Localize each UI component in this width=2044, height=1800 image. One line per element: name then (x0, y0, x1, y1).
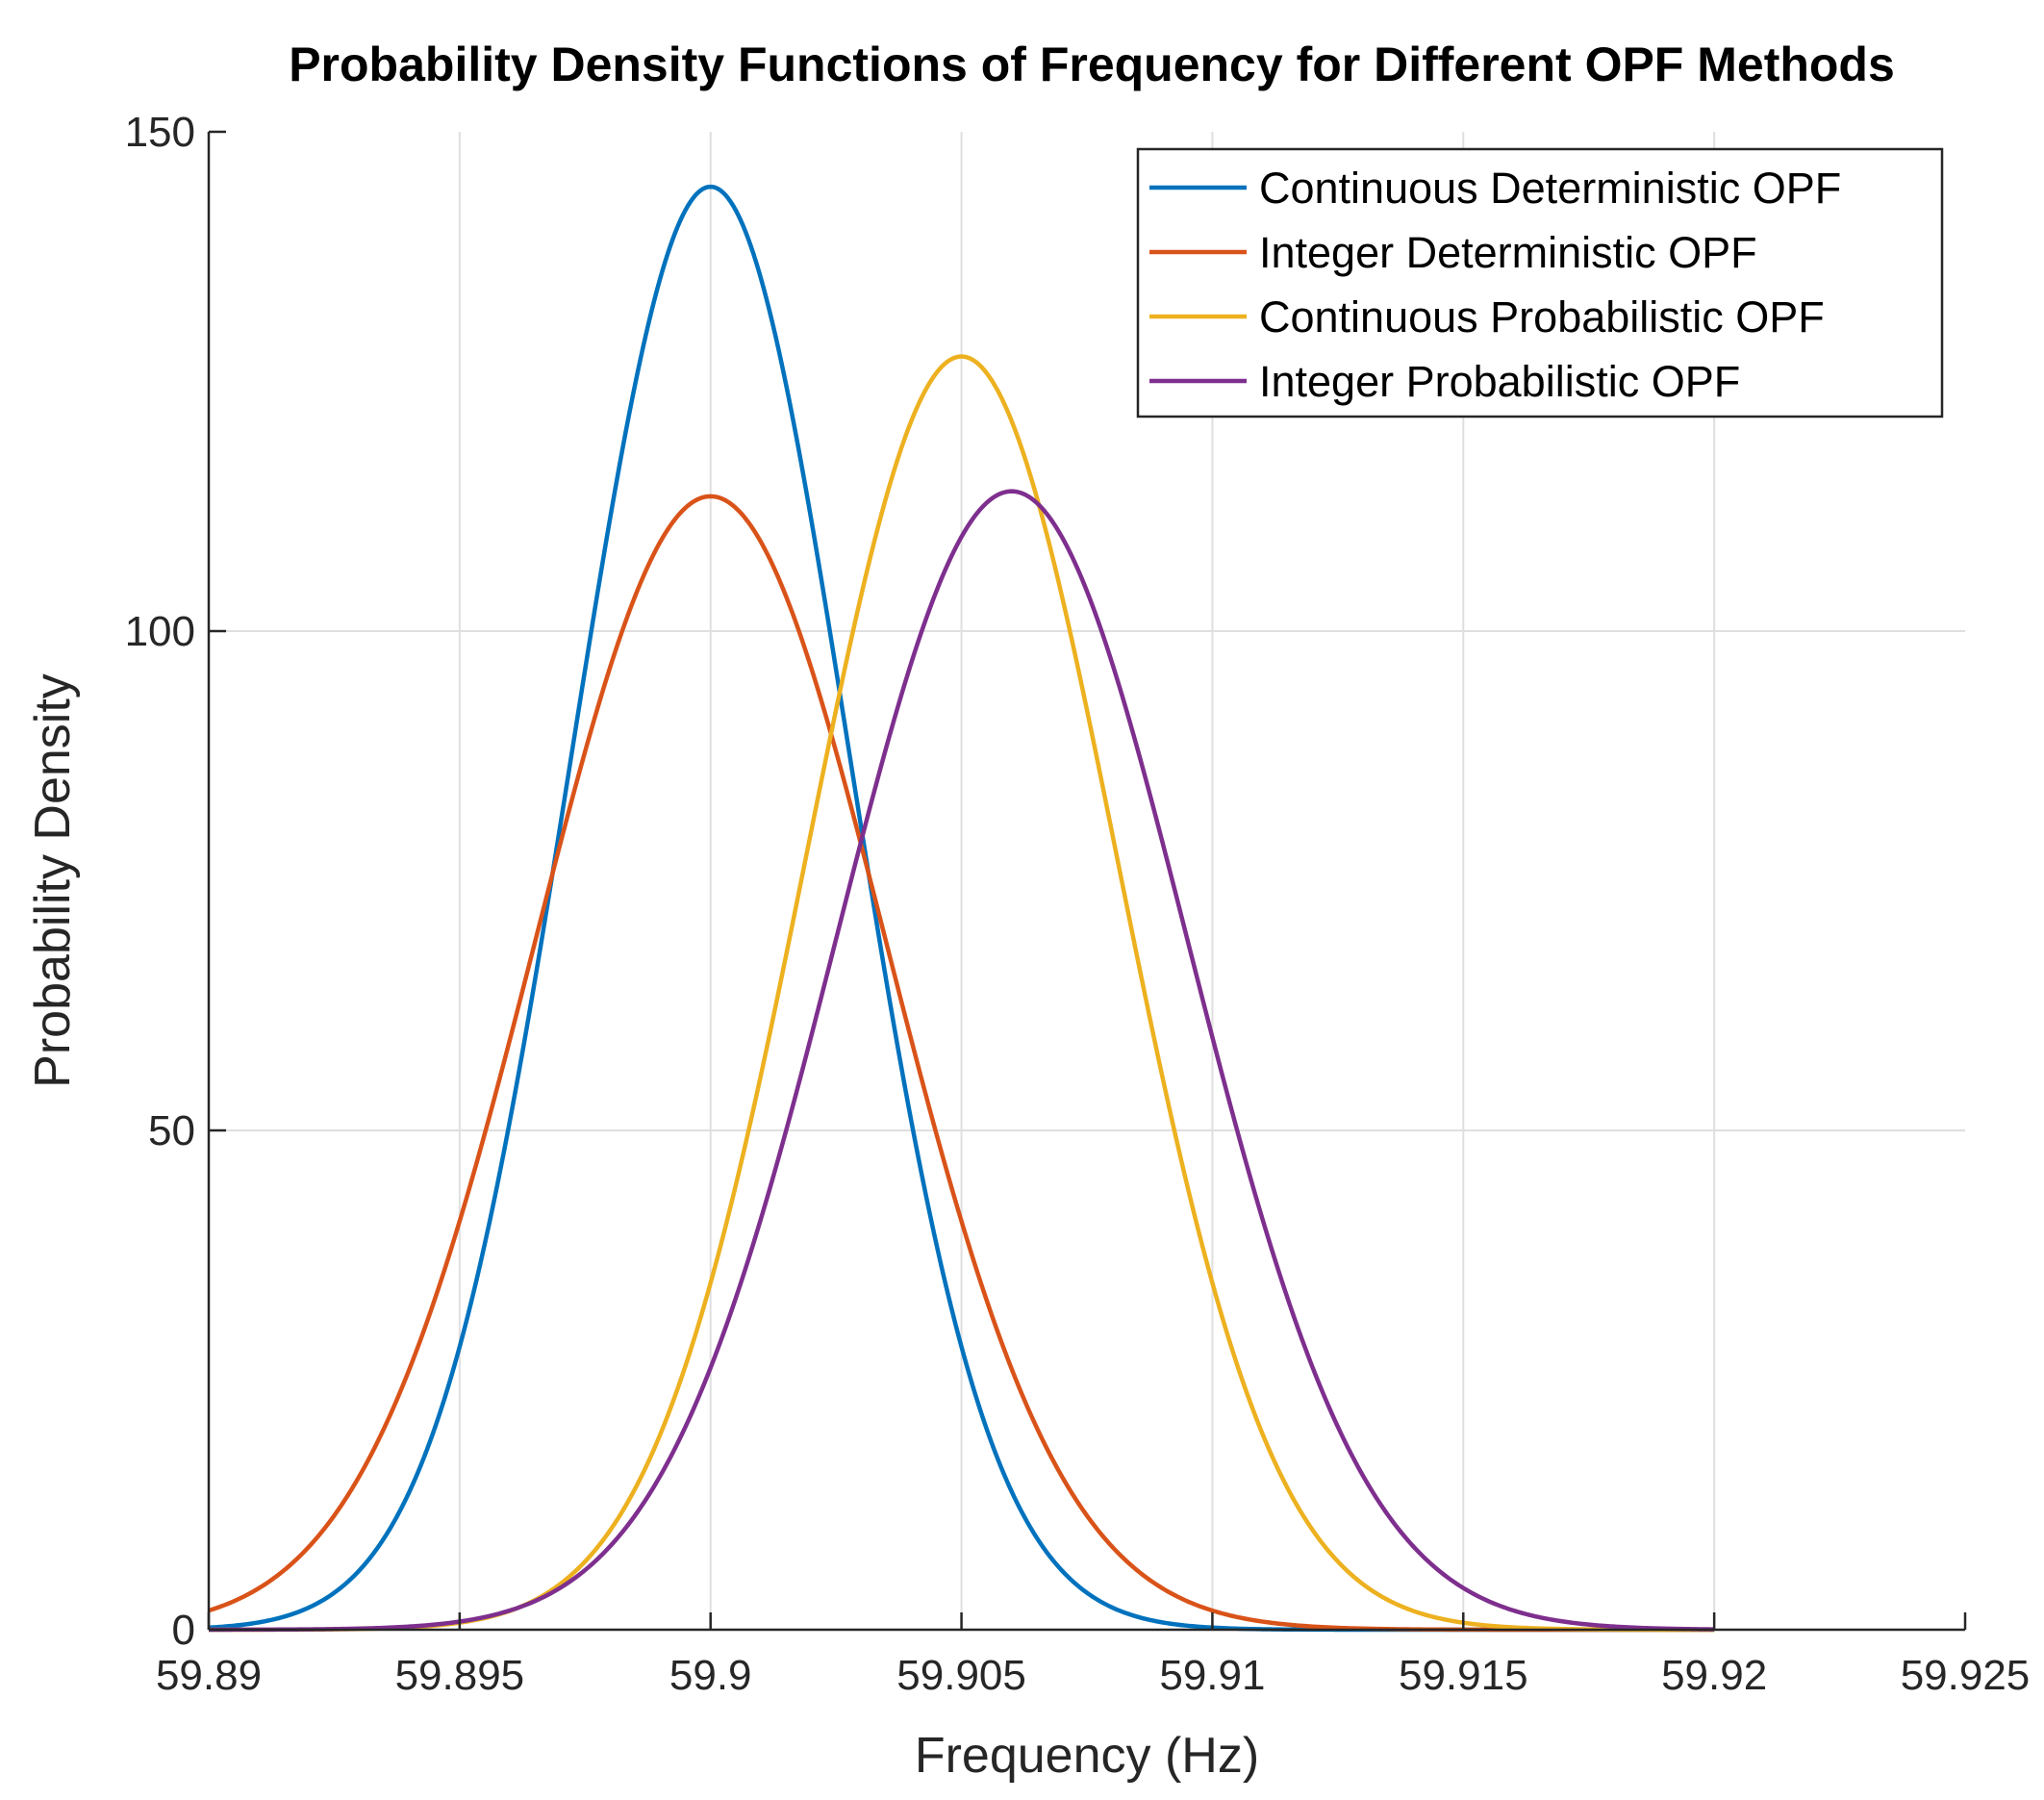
legend-box (1136, 147, 1944, 418)
x-tick-labels: 59.89 59.895 59.9 59.905 59.91 59.915 59.92 59.… (156, 1652, 2030, 1699)
y-tick-label: 100 (125, 608, 195, 655)
x-tick-label: 59.89 (156, 1652, 262, 1699)
x-tick-label: 59.92 (1661, 1652, 1767, 1699)
chart-title: Probability Density Functions of Frequen… (289, 38, 1895, 91)
legend: Continuous Deterministic OPF Integer Dete… (1136, 147, 1944, 418)
y-axis-title: Probability Density (25, 673, 81, 1088)
x-tick-label: 59.925 (1901, 1652, 2031, 1699)
legend-label-2: Integer Deterministic OPF (1259, 228, 1757, 277)
x-tick-label: 59.905 (896, 1652, 1026, 1699)
y-tick-label: 0 (172, 1607, 195, 1654)
x-tick-label: 59.9 (669, 1652, 752, 1699)
axes (207, 130, 1967, 1632)
x-tick-label: 59.895 (395, 1652, 525, 1699)
legend-label-3: Continuous Probabilistic OPF (1259, 292, 1825, 342)
legend-label-1: Continuous Deterministic OPF (1259, 164, 1841, 213)
x-axis-title: Frequency (Hz) (915, 1728, 1259, 1784)
y-tick-labels: 0 50 100 150 (125, 109, 195, 1654)
y-tick-label: 150 (125, 109, 195, 156)
y-tick-label: 50 (148, 1107, 195, 1154)
legend-label-4: Integer Probabilistic OPF (1259, 357, 1740, 406)
x-tick-label: 59.91 (1159, 1652, 1265, 1699)
x-tick-label: 59.915 (1399, 1652, 1528, 1699)
